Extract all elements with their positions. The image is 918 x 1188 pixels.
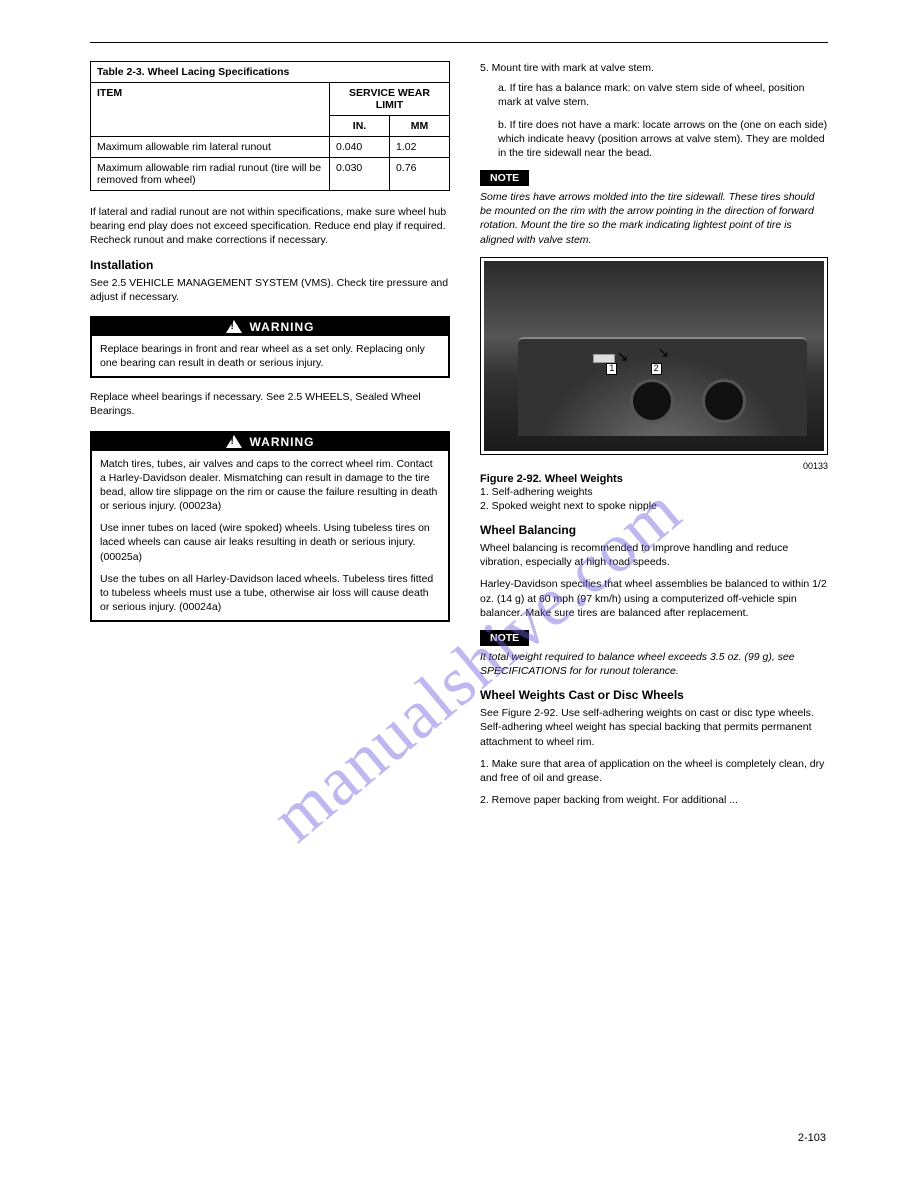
weight-1 xyxy=(593,354,615,363)
warning-bullet: Use inner tubes on laced (wire spoked) w… xyxy=(100,521,440,564)
page-number: 2-103 xyxy=(798,1132,826,1144)
cell-mm: 1.02 xyxy=(390,137,450,158)
step-list: 5. Mount tire with mark at valve stem. a… xyxy=(480,61,828,160)
cell-mm: 0.76 xyxy=(390,158,450,191)
warning-bullet: Match tires, tubes, air valves and caps … xyxy=(100,457,440,514)
warning-body: Replace bearings in front and rear wheel… xyxy=(92,336,448,376)
step-text: Make sure that area of application on th… xyxy=(480,758,824,784)
warning-label: WARNING xyxy=(250,320,315,334)
cell-in: 0.040 xyxy=(330,137,390,158)
arrow-icon: ↘ xyxy=(657,344,669,361)
th-swl: SERVICE WEAR LIMIT xyxy=(330,83,450,116)
note-label: NOTE xyxy=(480,630,529,646)
note-block: NOTE Some tires have arrows molded into … xyxy=(480,168,828,247)
cell-item: Maximum allowable rim lateral runout xyxy=(91,137,330,158)
note-text: It total weight required to balance whee… xyxy=(480,650,828,678)
substep: a. If tire has a balance mark: on valve … xyxy=(498,81,828,109)
warning-body: Match tires, tubes, air valves and caps … xyxy=(92,451,448,621)
step-text: 5. Mount tire with mark at valve stem. xyxy=(480,62,654,74)
cell-in: 0.030 xyxy=(330,158,390,191)
list-item: 5. Mount tire with mark at valve stem. a… xyxy=(480,61,828,160)
th-mm: MM xyxy=(390,116,450,137)
figure: ↘ ↘ 1 2 xyxy=(480,257,828,455)
figure-id: 00133 xyxy=(480,461,828,471)
cell-item: Maximum allowable rim radial runout (tir… xyxy=(91,158,330,191)
list-item: 1. Make sure that area of application on… xyxy=(480,757,828,785)
th-in: IN. xyxy=(330,116,390,137)
para-balancing: Wheel balancing is recommended to improv… xyxy=(480,541,828,569)
figure-item: 2. Spoked weight next to spoke nipple xyxy=(480,499,828,513)
table-row: Maximum allowable rim radial runout (tir… xyxy=(91,158,450,191)
warning-bar: WARNING xyxy=(92,318,448,336)
figure-caption: Figure 2-92. Wheel Weights xyxy=(480,473,828,485)
warning-box: WARNING Match tires, tubes, air valves a… xyxy=(90,431,450,623)
para-install: See 2.5 VEHICLE MANAGEMENT SYSTEM (VMS).… xyxy=(90,276,450,304)
heading-balancing: Wheel Balancing xyxy=(480,523,828,537)
warning-bar: WARNING xyxy=(92,433,448,451)
para-weights: See Figure 2-92. Use self-adhering weigh… xyxy=(480,706,828,749)
table-caption: Table 2-3. Wheel Lacing Specifications xyxy=(91,62,450,83)
list-item: 2. Remove paper backing from weight. For… xyxy=(480,793,828,807)
warning-label: WARNING xyxy=(250,435,315,449)
para-replace-bearings: Replace wheel bearings if necessary. See… xyxy=(90,390,450,418)
step-list: 1. Make sure that area of application on… xyxy=(480,757,828,808)
warning-bullet: Use the tubes on all Harley-Davidson lac… xyxy=(100,572,440,615)
note-text: Some tires have arrows molded into the t… xyxy=(480,190,828,247)
heading-installation: Installation xyxy=(90,258,450,272)
heading-weights: Wheel Weights Cast or Disc Wheels xyxy=(480,688,828,702)
para-runout: If lateral and radial runout are not wit… xyxy=(90,205,450,248)
substep: b. If tire does not have a mark: locate … xyxy=(498,118,828,161)
spec-table: Table 2-3. Wheel Lacing Specifications I… xyxy=(90,61,450,191)
warning-icon xyxy=(226,435,242,448)
callout-2: 2 xyxy=(651,363,662,375)
para-balancing: Harley-Davidson specifies that wheel ass… xyxy=(480,577,828,620)
note-label: NOTE xyxy=(480,170,529,186)
note-block: NOTE It total weight required to balance… xyxy=(480,628,828,678)
figure-items: 1. Self-adhering weights 2. Spoked weigh… xyxy=(480,485,828,513)
arrow-icon: ↘ xyxy=(617,348,629,365)
th-item: ITEM xyxy=(91,83,330,137)
callout-1: 1 xyxy=(606,363,617,375)
warning-icon xyxy=(226,320,242,333)
table-row: Maximum allowable rim lateral runout 0.0… xyxy=(91,137,450,158)
figure-item: 1. Self-adhering weights xyxy=(480,485,828,499)
warning-box: WARNING Replace bearings in front and re… xyxy=(90,316,450,378)
